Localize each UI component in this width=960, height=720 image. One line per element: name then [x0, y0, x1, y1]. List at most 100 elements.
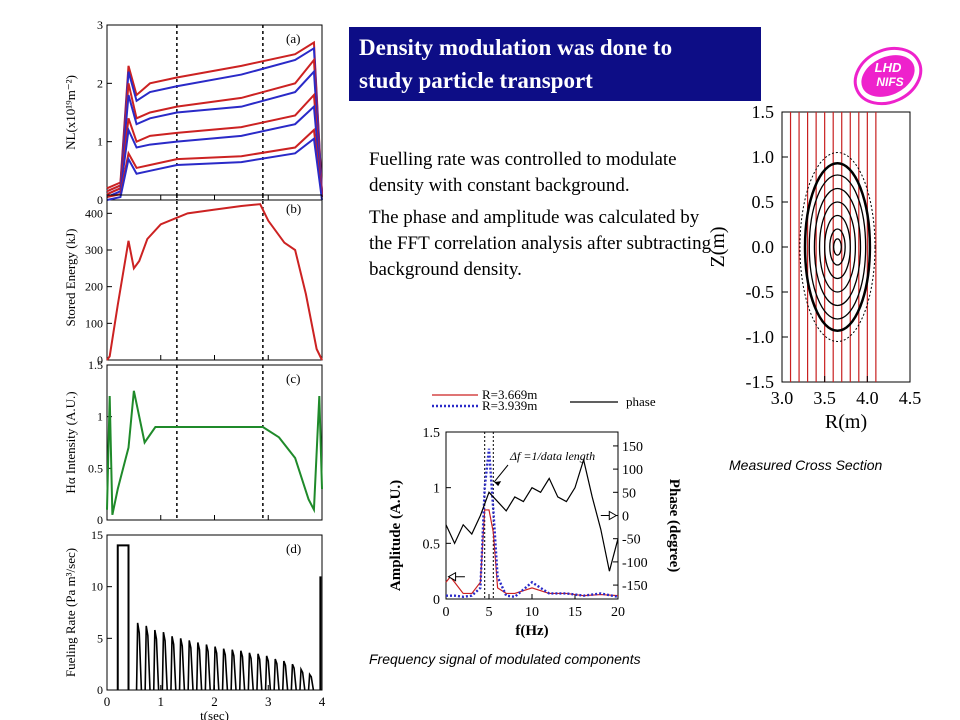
- y-axis-label: Hα Intensity (A.U.): [63, 391, 78, 493]
- slide-title: Density modulation was done to study par…: [349, 27, 761, 101]
- series-phase: [445, 457, 619, 572]
- y-tick-label: 1.0: [752, 147, 775, 167]
- y-tick-label: 2: [97, 76, 103, 90]
- y-tick-label: 200: [85, 280, 103, 294]
- x-tick-label: 3.5: [813, 388, 836, 408]
- phase-axis-arrowhead: [608, 510, 618, 521]
- plot-frame: [106, 364, 323, 521]
- panel-label: (d): [286, 541, 301, 556]
- fueling-pulse: [187, 640, 194, 691]
- x-tick-label: 0: [104, 694, 111, 709]
- annotation-arrow: [493, 464, 509, 483]
- flux-surface: [808, 174, 867, 320]
- y2-tick-label: -100: [622, 556, 648, 571]
- title-line-1: Density modulation was done to: [359, 35, 673, 60]
- fueling-pulse: [213, 646, 220, 691]
- y-tick-label: 0: [97, 193, 103, 207]
- annotation-arrowhead: [494, 481, 502, 487]
- y-tick-label: -0.5: [746, 282, 775, 302]
- fueling-pulse: [247, 652, 254, 691]
- caption-frequency: Frequency signal of modulated components: [369, 651, 641, 667]
- x-axis-label: f(Hz): [515, 623, 548, 639]
- series-line-red: [106, 203, 323, 361]
- y-tick-label: 15: [91, 528, 103, 542]
- x-tick-label: 3.0: [771, 388, 794, 408]
- fueling-pulse: [195, 642, 203, 691]
- description: Fuelling rate was controlled to modulate…: [369, 147, 714, 289]
- flux-surface: [832, 238, 842, 256]
- panel-label: (b): [286, 201, 301, 216]
- y2-tick-label: -150: [622, 579, 648, 594]
- y-tick-label: 0: [97, 683, 103, 697]
- y-axis-label: Stored Energy (kJ): [63, 229, 78, 327]
- fueling-pulse: [144, 625, 151, 691]
- logo-text-2: NIFS: [876, 75, 903, 89]
- x-tick-label: 1: [158, 694, 165, 709]
- panel-c: 0 0.5 1 1.5 (c) Hα Intensity (A.U.): [63, 358, 323, 527]
- caption-cross-section: Measured Cross Section: [729, 457, 883, 473]
- series-line-blue: [106, 136, 323, 201]
- flux-surface: [803, 162, 872, 332]
- y2-tick-label: 50: [622, 486, 636, 501]
- fueling-pulse: [264, 655, 272, 691]
- fueling-pulse: [221, 648, 229, 691]
- fueling-pulse: [307, 672, 315, 691]
- fueling-pulse: [152, 629, 160, 691]
- y-tick-label: 5: [97, 631, 103, 645]
- x-tick-label: 4.0: [856, 388, 879, 408]
- y2-axis-label: Phase (degree): [666, 479, 682, 572]
- x-axis-label: R(m): [825, 411, 867, 433]
- series-line-blue: [106, 69, 323, 196]
- flux-surface: [829, 228, 846, 266]
- series-line-blue: [106, 104, 323, 199]
- legend-label: R=3.669m: [482, 387, 537, 402]
- legend-label: phase: [626, 394, 656, 409]
- plot-frame: [106, 194, 323, 361]
- x-tick-label: 4: [319, 694, 326, 709]
- paragraph-2: The phase and amplitude was calculated b…: [369, 207, 712, 280]
- y2-tick-label: -50: [622, 533, 641, 548]
- fueling-pulse: [204, 644, 211, 691]
- y-tick-label: 1: [97, 135, 103, 149]
- delta-f-annotation: Δf =1/data length: [509, 449, 595, 463]
- title-line-2: study particle transport: [359, 68, 593, 93]
- logo-text-1: LHD: [875, 60, 902, 75]
- y2-tick-label: 0: [622, 510, 629, 525]
- x-tick-label: 3: [265, 694, 272, 709]
- y-tick-label: 0.5: [752, 192, 775, 212]
- legend-label: R=3.939m: [482, 398, 537, 413]
- y-tick-label: 0.5: [423, 537, 441, 552]
- x-tick-label: 20: [611, 605, 625, 620]
- series-r-3-669m: [445, 509, 619, 597]
- fueling-pulse: [290, 663, 297, 691]
- panel-a: 0 1 2 3 (a) NL(x10¹⁹m⁻²): [63, 18, 323, 207]
- y2-tick-label: 150: [622, 440, 643, 455]
- y-axis-label: Amplitude (A.U.): [388, 480, 404, 591]
- x-tick-label: 5: [486, 605, 493, 620]
- y-tick-label: 400: [85, 206, 103, 220]
- frequency-chart: 0 0.5 1 1.5 -150 -100 -50 0 50 100 150 0 5 10 15 20 f(Hz…: [388, 387, 682, 639]
- amp-axis-arrowhead: [447, 571, 457, 582]
- x-axis-label: t(sec): [200, 708, 229, 720]
- y-tick-label: 0.0: [752, 237, 775, 257]
- x-tick-label: 10: [525, 605, 539, 620]
- panel-b: 0 100 200 300 400 (b) Stored Energy (kJ): [63, 194, 323, 367]
- y-tick-label: 0: [433, 593, 440, 608]
- flux-surface: [818, 201, 857, 293]
- fueling-pulse: [230, 649, 237, 691]
- lhd-nifs-logo-icon: LHD NIFS: [853, 46, 923, 106]
- fueling-pulse: [281, 660, 289, 691]
- x-tick-label: 0: [443, 605, 450, 620]
- y2-tick-label: 100: [622, 463, 643, 478]
- series-line-green: [106, 390, 323, 516]
- x-tick-label: 4.5: [899, 388, 922, 408]
- fueling-pulse: [135, 622, 143, 691]
- fueling-pulse: [273, 658, 280, 691]
- y-axis-label: Fueling Rate (Pa m³/sec): [63, 548, 78, 677]
- x-tick-label: 15: [568, 605, 582, 620]
- series-r-3-939m: [446, 448, 619, 599]
- y-tick-label: 1.5: [423, 426, 441, 441]
- x-tick-label: 2: [211, 694, 218, 709]
- frequency-plot: 0 0.5 1 1.5 -150 -100 -50 0 50 100 150 0 5 10 15 20 f(Hz…: [388, 387, 682, 639]
